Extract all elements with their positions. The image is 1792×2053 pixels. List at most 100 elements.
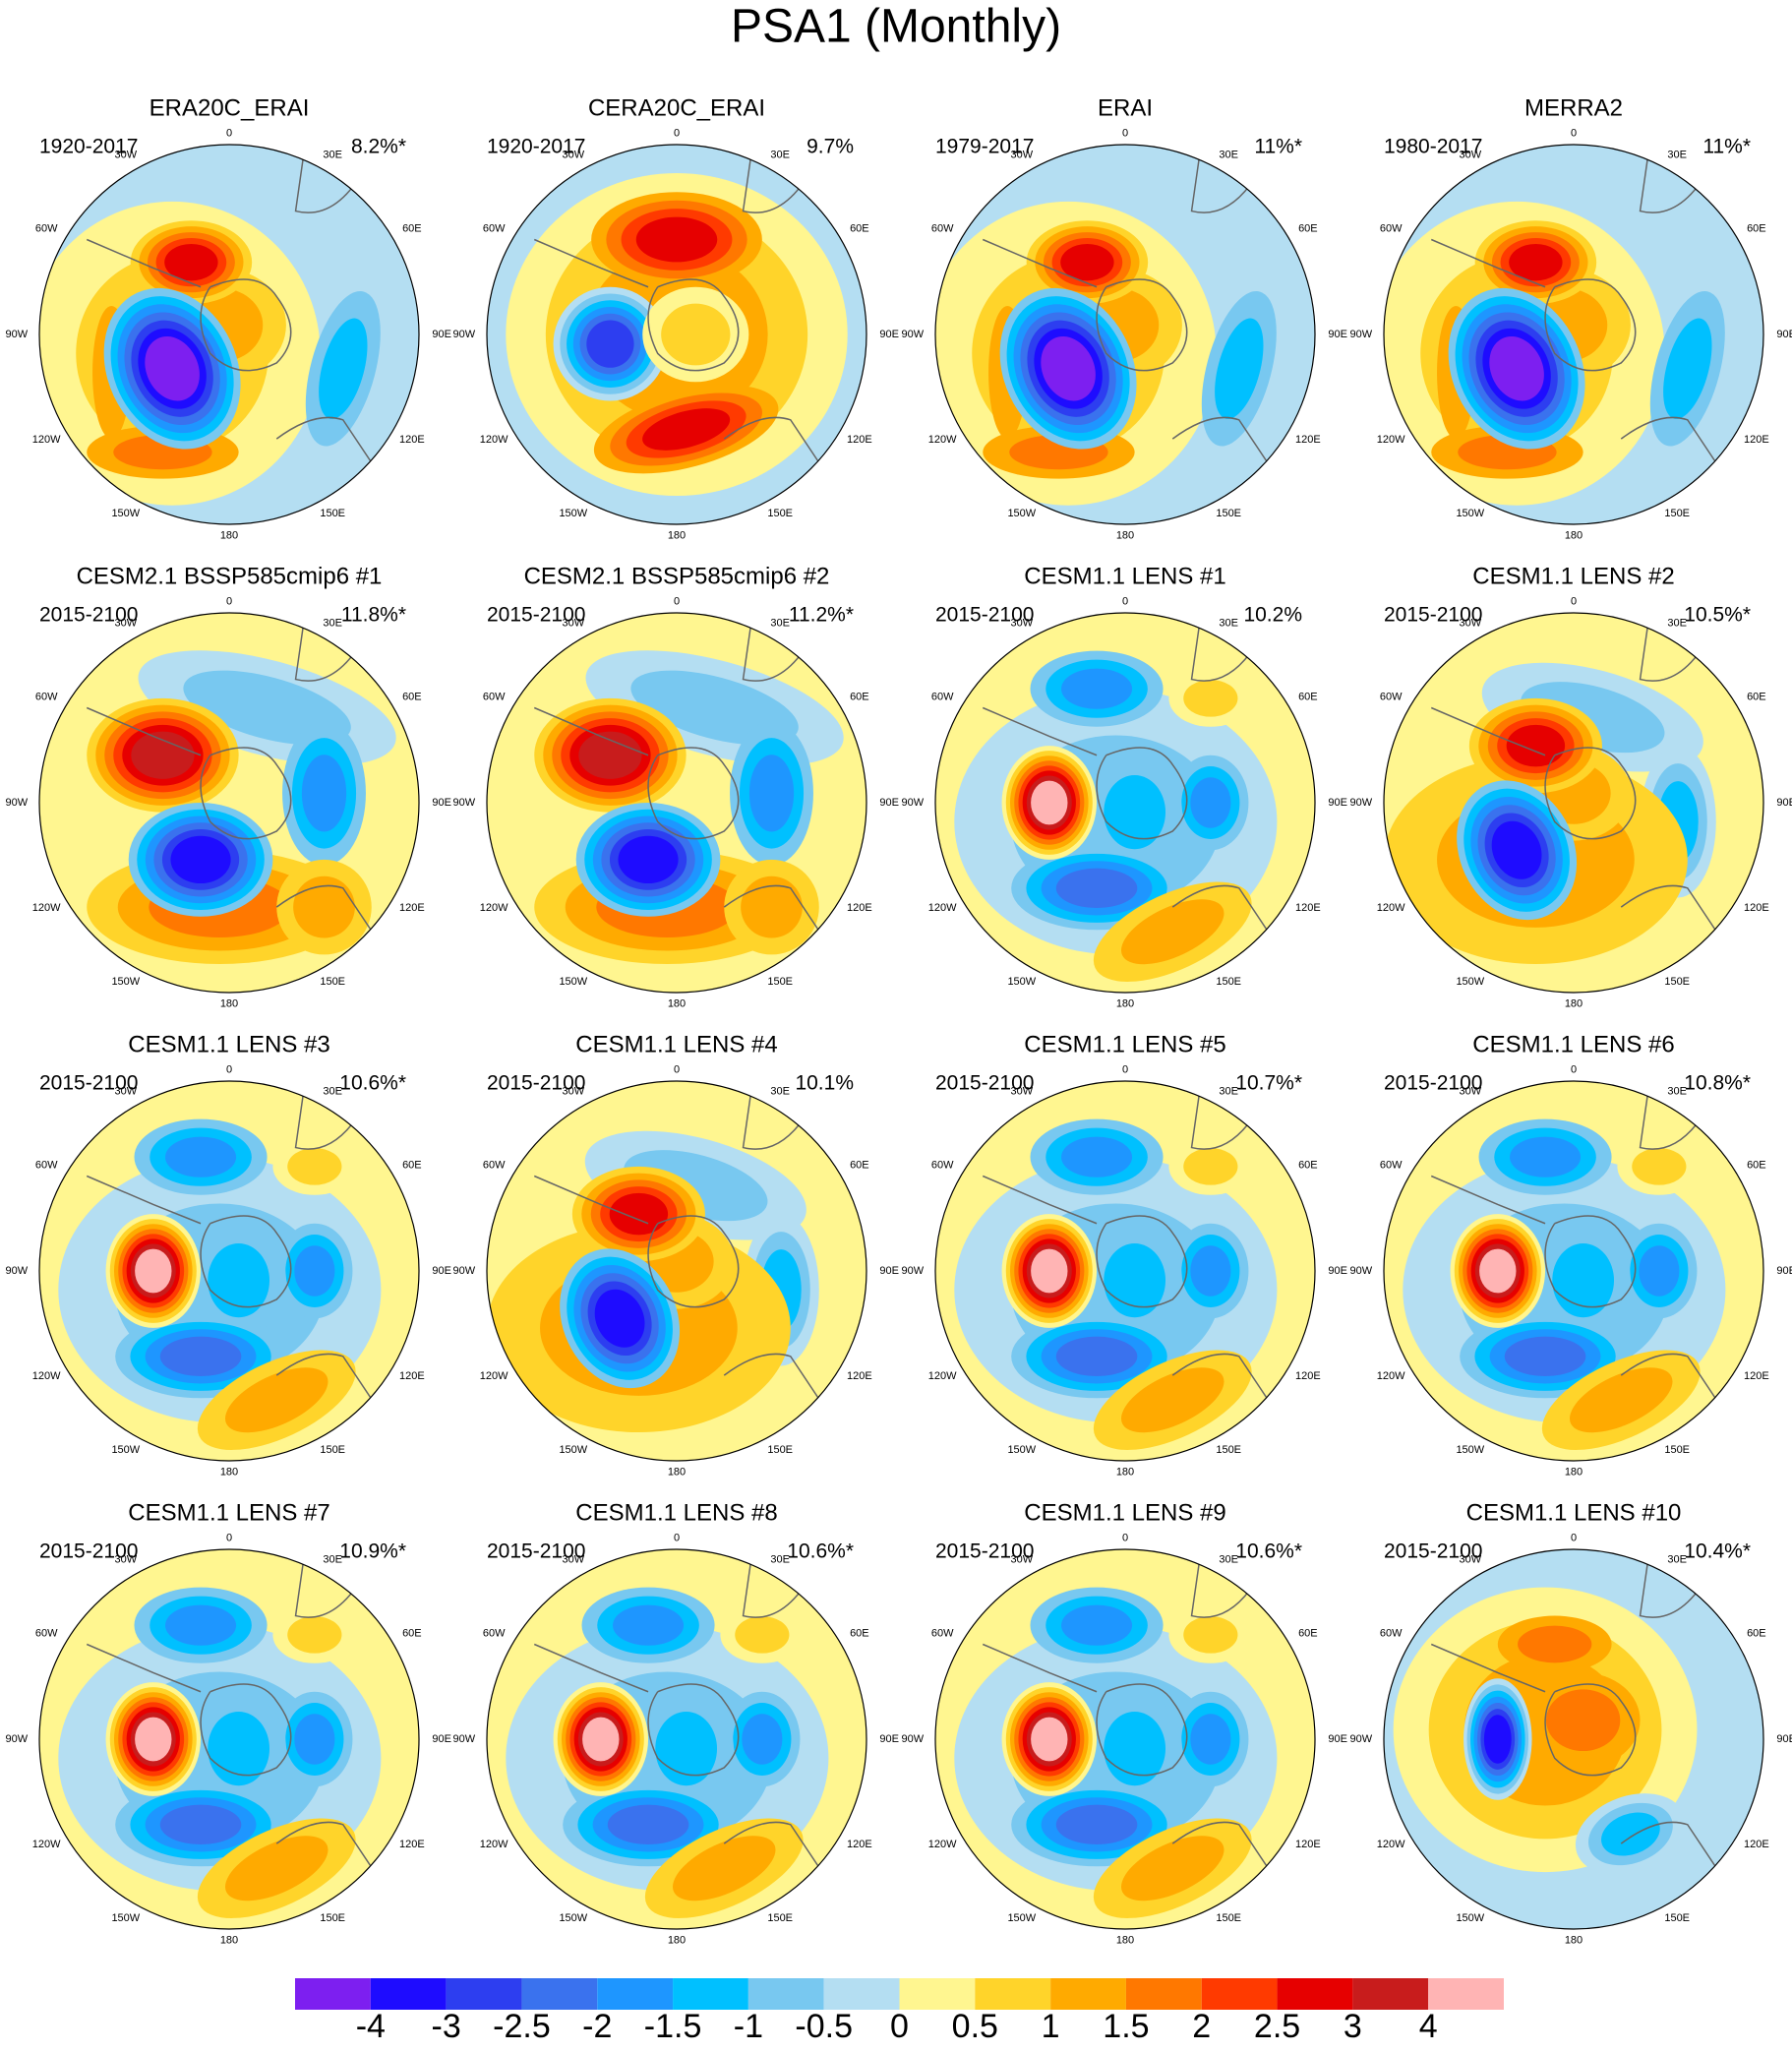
colorbar-box — [1352, 1978, 1429, 2010]
map-panel: CESM1.1 LENS #3 2015-2100 10.6%* 0 30E 60E 90E… — [6, 1031, 451, 1478]
longitude-label: 60E — [1747, 1160, 1766, 1172]
map-border — [934, 1080, 1316, 1462]
longitude-label: 90E — [432, 1733, 451, 1745]
map-border — [1383, 612, 1764, 994]
map-field — [1384, 1549, 1763, 1929]
map-border — [1383, 144, 1764, 525]
colorbar-box — [1125, 1978, 1202, 2010]
contour-region — [293, 876, 355, 938]
longitude-label: 60W — [1380, 692, 1403, 703]
longitude-label: 120E — [1744, 1370, 1769, 1382]
panel-period: 2015-2100 — [1384, 1072, 1482, 1095]
contour-region — [1061, 668, 1133, 709]
contour-region — [145, 336, 200, 401]
longitude-label: 90E — [1776, 797, 1792, 809]
contour-region — [1055, 1804, 1138, 1845]
longitude-label: 180 — [220, 997, 238, 1009]
coastline — [982, 145, 1279, 478]
longitude-label: 90E — [1776, 1733, 1792, 1745]
longitude-label: 60E — [850, 692, 869, 703]
map-field — [39, 145, 419, 524]
longitude-label: 90E — [1776, 329, 1792, 340]
map-field — [935, 613, 1315, 993]
coastline — [982, 613, 1279, 946]
longitude-label: 120E — [847, 902, 872, 914]
panel-title: CESM1.1 LENS #10 — [1466, 1499, 1682, 1526]
longitude-label: 30W — [1460, 1554, 1482, 1566]
longitude-label: 120E — [847, 1839, 872, 1850]
longitude-label: 150E — [1216, 1444, 1241, 1456]
longitude-label: 0 — [226, 127, 232, 139]
longitude-label: 150E — [1216, 1912, 1241, 1924]
colorbar-label: -4 — [356, 2008, 386, 2045]
contour-region — [1190, 1245, 1231, 1297]
panel-title: CESM1.1 LENS #8 — [575, 1499, 777, 1526]
longitude-label: 60W — [483, 692, 506, 703]
contour-region — [655, 1712, 718, 1786]
contour-region — [1183, 1148, 1238, 1185]
panel-variance: 10.5%* — [1684, 604, 1751, 627]
longitude-label: 90W — [453, 1265, 476, 1277]
coastline — [533, 1081, 830, 1415]
colorbar-box — [673, 1978, 748, 2010]
contour-region — [287, 1616, 342, 1654]
longitude-label: 30E — [323, 618, 342, 630]
longitude-label: 150W — [1456, 508, 1484, 519]
longitude-label: 90W — [1350, 329, 1373, 340]
map-border — [486, 1080, 867, 1462]
longitude-label: 120W — [928, 1370, 957, 1382]
longitude-label: 60E — [402, 223, 422, 235]
panel-period: 2015-2100 — [935, 1540, 1034, 1563]
longitude-label: 0 — [1122, 1063, 1128, 1075]
longitude-label: 150E — [1664, 1912, 1690, 1924]
longitude-label: 0 — [1571, 595, 1577, 607]
longitude-label: 180 — [1565, 1466, 1583, 1478]
longitude-label: 90E — [1328, 797, 1347, 809]
longitude-label: 30E — [770, 1086, 790, 1098]
colorbar-label: -1 — [734, 2008, 763, 2045]
longitude-label: 120W — [928, 1839, 957, 1850]
coastline — [533, 613, 830, 946]
contour-region — [661, 303, 731, 366]
longitude-label: 120W — [32, 902, 61, 914]
longitude-label: 180 — [1116, 1934, 1134, 1946]
longitude-label: 0 — [674, 127, 680, 139]
map-panel: CESM1.1 LENS #5 2015-2100 10.7%* 0 30E 60E 90E… — [902, 1031, 1347, 1478]
map-panel: CESM2.1 BSSP585cmip6 #2 2015-2100 11.2%* 0 3… — [453, 563, 899, 1009]
map-field — [487, 1081, 866, 1461]
longitude-label: 150E — [767, 976, 793, 988]
longitude-label: 180 — [1116, 997, 1134, 1009]
panel-period: 2015-2100 — [1384, 1540, 1482, 1563]
contour-region — [170, 835, 231, 884]
contour-region — [1632, 1148, 1687, 1185]
longitude-label: 120E — [1295, 1370, 1321, 1382]
contour-region — [165, 1604, 237, 1646]
longitude-label: 30W — [115, 150, 138, 161]
map-field — [935, 145, 1315, 524]
map-field — [39, 1549, 419, 1929]
map-border — [1383, 1548, 1764, 1930]
longitude-label: 150W — [111, 508, 140, 519]
longitude-label: 120E — [1744, 902, 1769, 914]
coastline — [1430, 613, 1727, 946]
map-border — [486, 1548, 867, 1930]
panel-variance: 10.6%* — [1235, 1540, 1302, 1563]
coastline — [533, 1549, 830, 1883]
colorbar-label: 2 — [1192, 2008, 1211, 2045]
contour-region — [1601, 1812, 1660, 1856]
longitude-label: 90E — [432, 1265, 451, 1277]
longitude-label: 150E — [320, 1444, 345, 1456]
contour-region — [1104, 1243, 1166, 1318]
panel-period: 1920-2017 — [39, 136, 138, 158]
longitude-label: 30W — [563, 618, 585, 630]
longitude-label: 60W — [483, 1628, 506, 1640]
colorbar-box — [370, 1978, 447, 2010]
longitude-label: 90W — [1350, 797, 1373, 809]
panel-period: 1979-2017 — [935, 136, 1034, 158]
longitude-label: 30E — [323, 1086, 342, 1098]
panel-period: 1920-2017 — [487, 136, 585, 158]
longitude-label: 90W — [6, 1265, 29, 1277]
map-field — [487, 145, 866, 524]
panel-variance: 11%* — [1254, 136, 1302, 158]
